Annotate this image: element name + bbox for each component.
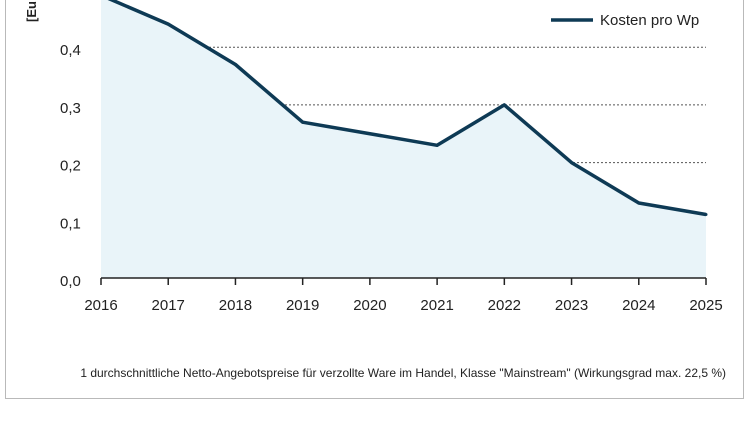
data-point-2018 bbox=[233, 63, 237, 67]
footnote: 1 durchschnittliche Netto-Angebotspreise… bbox=[80, 366, 726, 380]
y-axis-ticks: 0,0 0,1 0,2 0,3 0,4 bbox=[60, 42, 81, 290]
x-tick-label: 2016 bbox=[84, 297, 117, 314]
x-tick-label: 2021 bbox=[420, 297, 453, 314]
data-point-2022 bbox=[502, 103, 506, 107]
x-tick-label: 2023 bbox=[555, 297, 588, 314]
legend: Kosten pro Wp bbox=[551, 12, 699, 29]
data-point-2017 bbox=[166, 22, 170, 26]
data-point-2024 bbox=[637, 201, 641, 205]
y-axis-label-wrap: [Eu bbox=[21, 0, 43, 22]
y-tick-label: 0,3 bbox=[60, 100, 81, 117]
series-area bbox=[101, 0, 706, 278]
x-tick-label: 2017 bbox=[152, 297, 185, 314]
y-tick-label: 0,4 bbox=[60, 42, 81, 59]
legend-label: Kosten pro Wp bbox=[600, 12, 699, 29]
x-tick-label: 2025 bbox=[689, 297, 722, 314]
y-tick-label: 0,2 bbox=[60, 158, 81, 175]
x-axis-ticks: 2016 2017 2018 2019 2020 2021 2022 2023 2024 2025 bbox=[84, 278, 723, 314]
y-tick-label: 0,0 bbox=[60, 273, 81, 290]
y-tick-label: 0,1 bbox=[60, 215, 81, 232]
data-point-2023 bbox=[570, 161, 574, 165]
x-tick-label: 2020 bbox=[353, 297, 386, 314]
x-tick-label: 2019 bbox=[286, 297, 319, 314]
x-tick-label: 2018 bbox=[219, 297, 252, 314]
x-tick-label: 2024 bbox=[622, 297, 655, 314]
data-point-2021 bbox=[435, 143, 439, 147]
y-axis-label: [Eu bbox=[24, 1, 39, 22]
data-point-2019 bbox=[301, 120, 305, 124]
series-line bbox=[107, 0, 707, 217]
data-point-2020 bbox=[368, 132, 372, 136]
x-tick-label: 2022 bbox=[488, 297, 521, 314]
data-point-2025 bbox=[704, 213, 708, 217]
